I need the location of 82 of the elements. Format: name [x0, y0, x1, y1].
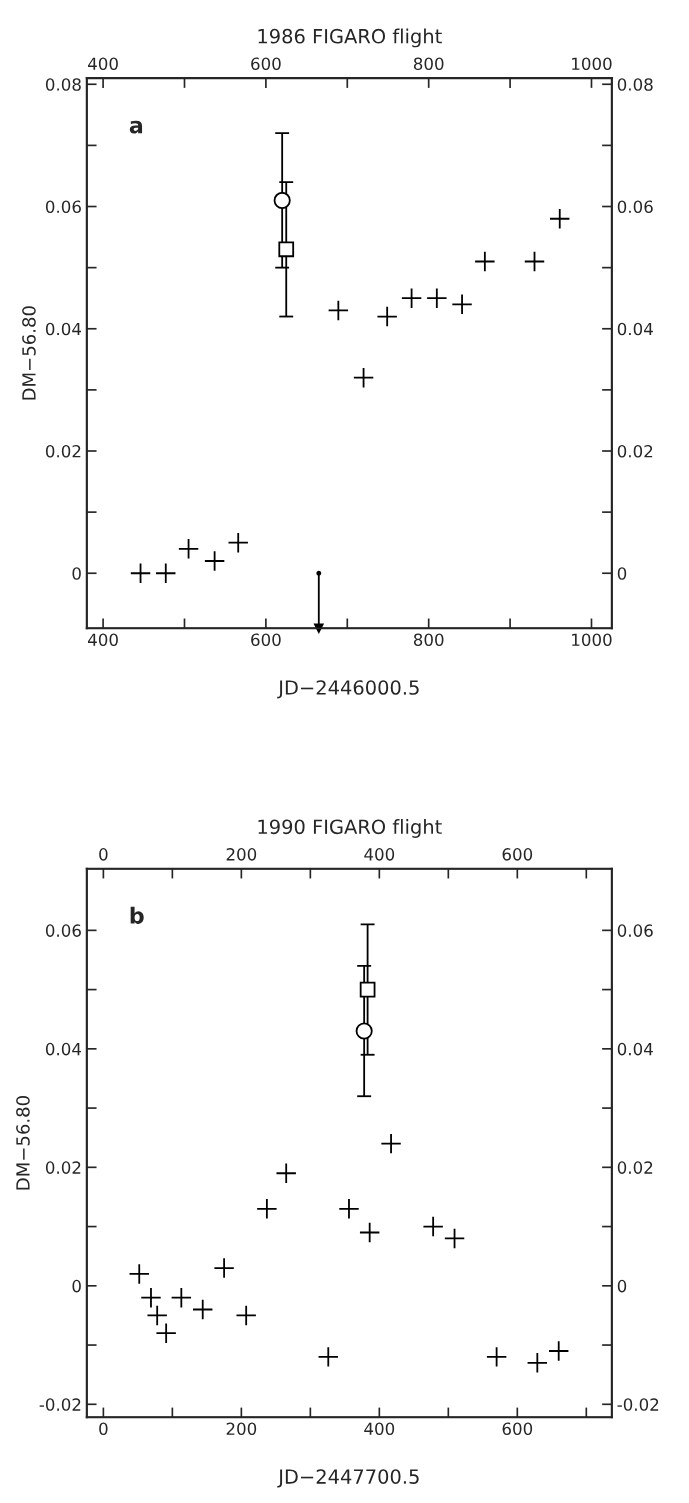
- y2-tick-label: 0.04: [617, 322, 653, 336]
- y-tick-label: 0.06: [45, 200, 81, 214]
- point: [155, 1322, 177, 1344]
- point: [275, 1162, 297, 1184]
- point: [256, 1198, 278, 1220]
- x2-tick-label: 1000: [572, 57, 612, 71]
- x-tick-label: 200: [226, 1422, 257, 1436]
- y-tick-label: -0.02: [39, 1398, 81, 1411]
- point: [278, 241, 295, 258]
- point: [549, 208, 571, 230]
- point: [376, 305, 398, 328]
- point: [526, 1352, 548, 1374]
- point: [451, 293, 473, 315]
- point: [155, 562, 177, 584]
- point: [227, 532, 249, 554]
- point: [129, 562, 152, 584]
- x2-tick-label: 200: [226, 848, 257, 861]
- point: [177, 538, 200, 560]
- y-tick-label: 0: [72, 1279, 81, 1293]
- point: [192, 1298, 214, 1321]
- x2-tick-label: 600: [251, 57, 281, 71]
- point: [213, 1257, 235, 1279]
- x2-axis-title: 1986 FIGARO flight: [258, 28, 442, 48]
- point: [128, 1263, 150, 1285]
- point: [170, 1287, 192, 1309]
- x-tick-label: 600: [502, 1422, 533, 1436]
- y2-tick-label: 0.04: [617, 1042, 653, 1056]
- x-axis-title: JD−2447700.5: [277, 1469, 419, 1488]
- y2-tick-label: 0.06: [617, 924, 653, 937]
- point: [235, 1304, 257, 1327]
- point: [426, 287, 448, 309]
- y-axis-title: DM−56.80: [16, 1096, 30, 1190]
- x2-tick-label: 600: [502, 848, 533, 861]
- point: [474, 250, 496, 273]
- y2-tick-label: 0.02: [617, 444, 653, 458]
- point: [443, 1227, 466, 1250]
- x-tick-label: 600: [251, 633, 281, 647]
- y2-tick-label: 0: [617, 1279, 627, 1293]
- y2-tick-label: -0.02: [617, 1398, 659, 1411]
- y-tick-label: 0.08: [45, 78, 81, 91]
- x2-tick-label: 800: [413, 57, 444, 71]
- y2-tick-label: 0.06: [617, 200, 653, 214]
- x2-tick-label: 0: [99, 848, 108, 861]
- y-tick-label: 0.04: [45, 322, 82, 336]
- point: [140, 1287, 162, 1309]
- point: [359, 981, 376, 998]
- x2-axis-title: 1990 FIGARO flight: [258, 819, 442, 838]
- y-tick-label: 0: [72, 567, 81, 580]
- point: [317, 1346, 339, 1368]
- point: [485, 1346, 508, 1368]
- x2-tick-label: 400: [364, 848, 395, 861]
- y2-tick-label: 0: [617, 567, 627, 580]
- x-tick-label: 1000: [572, 633, 612, 647]
- x2-tick-label: 400: [88, 57, 118, 71]
- point: [203, 550, 226, 572]
- y-tick-label: 0.06: [45, 924, 81, 937]
- point: [338, 1198, 360, 1220]
- y-tick-label: 0.04: [45, 1042, 82, 1056]
- y-tick-label: 0.02: [45, 1161, 81, 1174]
- y-tick-label: 0.02: [45, 444, 81, 458]
- x-tick-label: 400: [364, 1422, 395, 1436]
- x-axis-title: JD−2446000.5: [277, 680, 419, 699]
- point: [327, 299, 349, 322]
- point: [548, 1340, 570, 1362]
- point: [273, 191, 291, 209]
- annotation: b: [130, 906, 144, 924]
- point: [380, 1132, 402, 1155]
- point: [146, 1304, 168, 1327]
- point: [523, 250, 546, 273]
- x-tick-label: 0: [99, 1422, 108, 1436]
- x-tick-label: 800: [413, 633, 444, 647]
- point: [316, 570, 322, 576]
- point: [352, 367, 375, 389]
- annotation: a: [129, 120, 143, 134]
- point: [400, 287, 423, 309]
- point: [422, 1215, 444, 1238]
- x-tick-label: 400: [88, 633, 118, 647]
- y-axis-title: DM−56.80: [22, 306, 36, 400]
- y2-tick-label: 0.08: [617, 78, 653, 91]
- y2-tick-label: 0.02: [617, 1161, 653, 1174]
- point: [359, 1221, 381, 1244]
- point: [355, 1022, 373, 1040]
